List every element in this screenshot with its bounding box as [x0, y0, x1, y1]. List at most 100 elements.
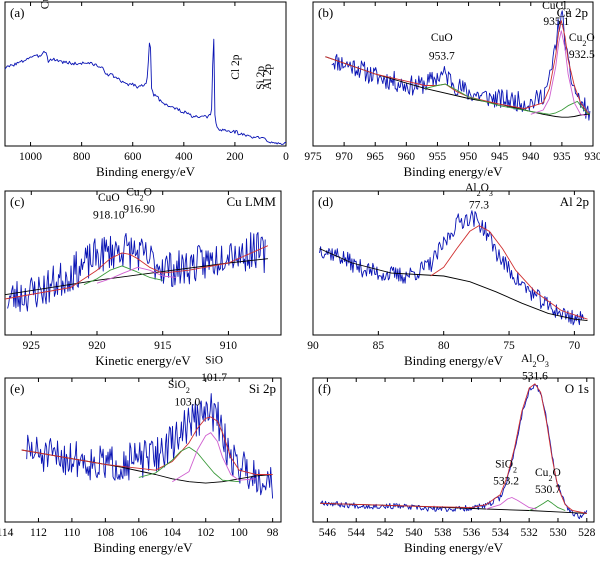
series-line [325, 56, 590, 118]
x-tick-label: 935 [553, 151, 571, 163]
peak-annotation: Al 2p [262, 64, 274, 90]
x-tick-label: 100 [231, 527, 249, 539]
x-axis-label: Binding energy/eV [404, 353, 504, 368]
series-line [96, 266, 176, 284]
series-line [172, 432, 256, 483]
series-line [21, 449, 273, 484]
peak-annotation: CuCl2 [542, 0, 570, 16]
x-tick-label: 98 [267, 527, 279, 539]
panel-e: 114 112 110 108 106 104 102 100 98 Binding energy… [0, 355, 282, 555]
peak-annotation: Al2O3 [465, 182, 493, 198]
peak-annotation: 530.7 [535, 484, 561, 496]
x-tick-label: 0 [283, 151, 289, 163]
chart-title: O 1s [565, 381, 589, 396]
series-line [319, 210, 584, 326]
series-line [4, 258, 268, 296]
peak-annotation: CuO [98, 192, 120, 204]
chart-title: Cu LMM [227, 194, 277, 209]
x-tick-label: 542 [376, 527, 394, 539]
x-tick-label: 536 [463, 527, 481, 539]
peak-annotation: 935.1 [543, 16, 569, 28]
series-line [4, 38, 287, 145]
peak-annotation: Cl 2p [230, 54, 242, 79]
x-tick-label: 930 [584, 151, 600, 163]
series-line [7, 232, 266, 312]
peak-annotation: 953.7 [429, 51, 455, 63]
panel-label: (b) [318, 5, 333, 20]
panel-label: (c) [10, 194, 24, 209]
x-axis-label: Binding energy/eV [403, 164, 503, 179]
x-tick-label: 1000 [19, 151, 42, 163]
x-tick-label: 102 [197, 527, 215, 539]
series-line [331, 10, 591, 121]
x-tick-label: 540 [405, 527, 423, 539]
peak-annotation: Al2O3 [521, 353, 549, 369]
panel-label: (f) [318, 381, 331, 396]
x-tick-label: 532 [521, 527, 539, 539]
series-line [485, 497, 537, 510]
x-tick-label: 546 [319, 527, 337, 539]
plot-frame [312, 1, 594, 147]
series-line [424, 83, 591, 115]
x-tick-label: 75 [503, 340, 515, 352]
plot-frame [312, 190, 595, 336]
x-axis-label: Binding energy/eV [404, 540, 504, 555]
x-tick-label: 538 [434, 527, 452, 539]
x-tick-label: 90 [307, 340, 319, 352]
x-tick-label: 940 [522, 151, 540, 163]
peak-annotation: SiO [205, 355, 223, 367]
series-line [530, 30, 587, 117]
panel-label: (d) [318, 194, 333, 209]
chart-title: Cu 2p [557, 5, 588, 20]
peak-annotation: 916.90 [123, 204, 155, 216]
x-tick-label: 955 [429, 151, 447, 163]
x-tick-label: 112 [30, 527, 47, 539]
series-line [21, 416, 273, 475]
x-tick-label: 85 [373, 340, 385, 352]
x-tick-label: 925 [23, 340, 41, 352]
x-tick-label: 915 [154, 340, 172, 352]
x-tick-label: 544 [348, 527, 366, 539]
plot-frame [4, 1, 287, 147]
x-tick-label: 80 [438, 340, 450, 352]
x-tick-label: 920 [88, 340, 106, 352]
panel-c: 925 920 915 910 Kinetic energy/eV (c) Cu LMM Cu… [4, 186, 282, 368]
x-tick-label: 960 [398, 151, 416, 163]
x-tick-label: 114 [0, 527, 14, 539]
x-tick-label: 965 [367, 151, 385, 163]
peak-annotation: 101.7 [201, 372, 227, 384]
panel-label: (a) [10, 5, 24, 20]
x-tick-label: 106 [130, 527, 148, 539]
peak-annotation: Cu 2p [40, 0, 52, 9]
peak-annotation: SiO2 [168, 379, 190, 395]
x-tick-label: 104 [164, 527, 182, 539]
series-line [319, 248, 588, 322]
peak-annotation: 531.6 [522, 370, 548, 382]
x-tick-label: 528 [578, 527, 596, 539]
panel-a: 1000 800 600 400 200 0 Binding energy/eV (a) Cu … [4, 0, 289, 179]
peak-annotation: Si 2p [255, 66, 267, 90]
series-line [83, 265, 163, 286]
series-line [320, 384, 588, 520]
x-tick-label: 110 [63, 527, 80, 539]
peak-annotation: Cu2O [126, 186, 152, 202]
x-tick-label: 400 [175, 151, 193, 163]
x-tick-label: 910 [220, 340, 238, 352]
x-tick-label: 970 [335, 151, 353, 163]
panel-label: (e) [10, 381, 24, 396]
x-axis-label: Binding energy/eV [93, 540, 193, 555]
x-tick-label: 534 [492, 527, 510, 539]
x-tick-label: 600 [124, 151, 142, 163]
peak-annotation: 533.2 [493, 476, 519, 488]
series-line [4, 245, 269, 300]
panel-f: 546 544 542 540 538 536 534 532 530 528 Binding en… [312, 353, 596, 555]
peak-annotation: Cu2O [535, 467, 561, 483]
x-tick-label: 945 [491, 151, 509, 163]
series-line [430, 225, 588, 320]
peak-annotation: 103.0 [174, 396, 200, 408]
x-axis-label: Binding energy/eV [96, 164, 196, 179]
peak-annotation: 77.3 [469, 199, 489, 211]
peak-annotation: Cu2O [569, 32, 595, 48]
x-axis-label: Kinetic energy/eV [95, 353, 191, 368]
